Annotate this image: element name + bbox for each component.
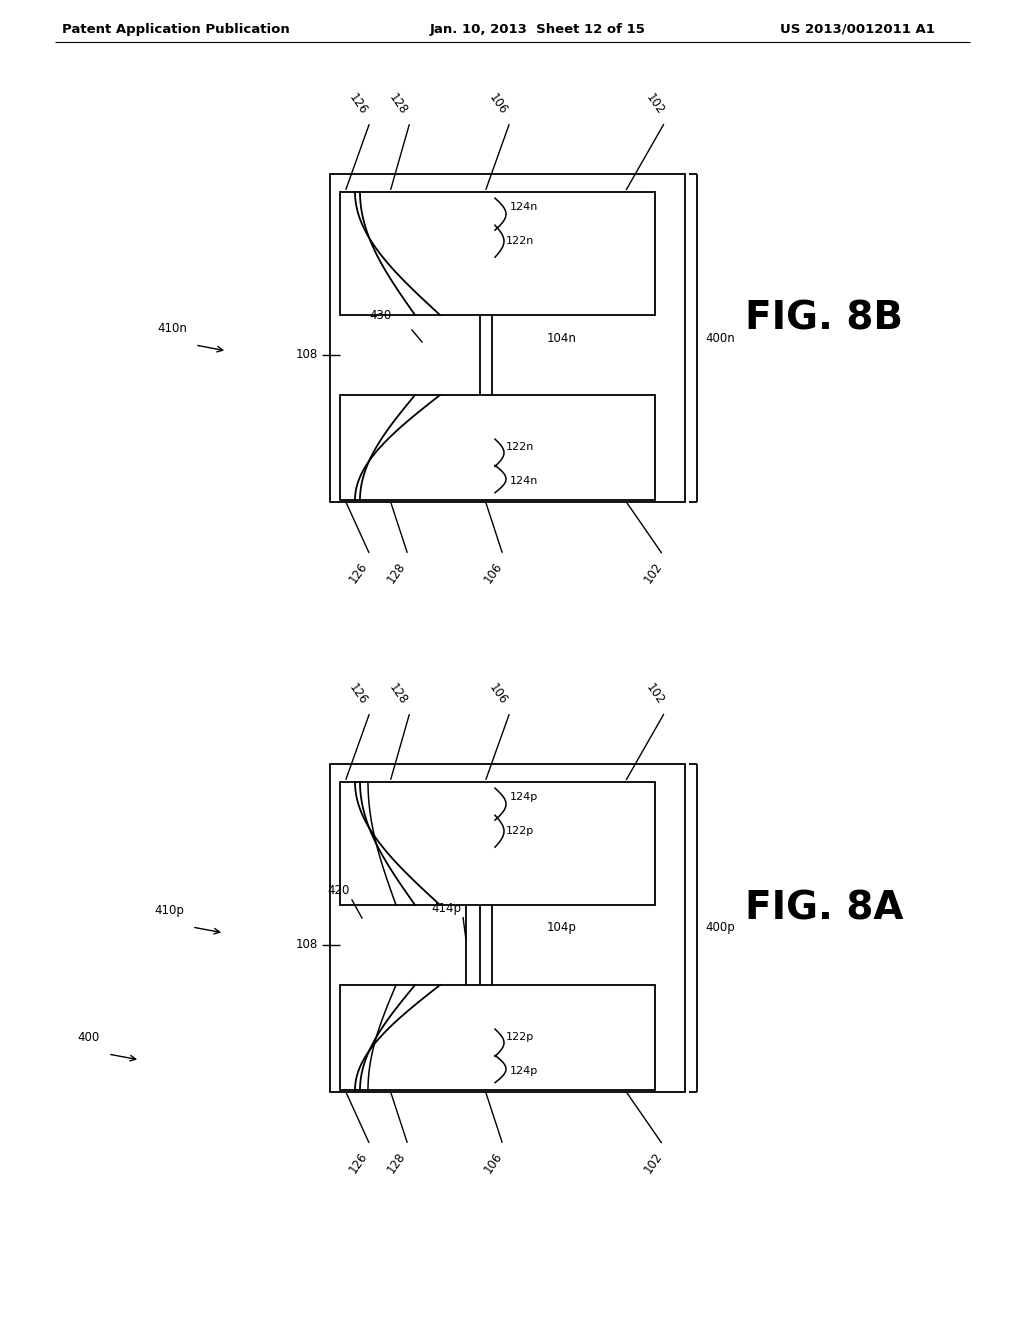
Text: US 2013/0012011 A1: US 2013/0012011 A1 — [780, 22, 935, 36]
Text: 126: 126 — [346, 560, 370, 586]
Text: 104n: 104n — [547, 331, 577, 345]
Text: 128: 128 — [384, 560, 408, 586]
Text: 122p: 122p — [506, 1032, 535, 1043]
Text: 106: 106 — [481, 1150, 505, 1176]
Text: 106: 106 — [486, 91, 510, 117]
Text: 124n: 124n — [510, 477, 539, 486]
Text: 106: 106 — [486, 681, 510, 708]
Text: 122p: 122p — [506, 826, 535, 836]
Text: 124n: 124n — [510, 202, 539, 211]
Text: 122n: 122n — [506, 442, 535, 453]
Text: 128: 128 — [384, 1150, 408, 1176]
Text: 430: 430 — [370, 309, 392, 322]
Bar — [340, 985, 655, 1090]
Text: 108: 108 — [296, 348, 318, 362]
Bar — [340, 395, 655, 500]
Text: 420: 420 — [328, 884, 350, 898]
Text: 102: 102 — [641, 560, 665, 586]
Text: 410n: 410n — [157, 322, 187, 335]
Text: 124p: 124p — [510, 792, 539, 801]
Text: FIG. 8B: FIG. 8B — [745, 300, 903, 337]
Text: 102: 102 — [641, 1150, 665, 1176]
Text: 108: 108 — [296, 939, 318, 952]
Bar — [340, 191, 655, 315]
Text: 126: 126 — [346, 91, 370, 117]
Text: FIG. 8A: FIG. 8A — [745, 888, 903, 927]
Text: 124p: 124p — [510, 1067, 539, 1076]
Text: 122n: 122n — [506, 236, 535, 247]
Bar — [330, 764, 685, 1092]
Text: 126: 126 — [346, 1150, 370, 1176]
Text: 400n: 400n — [705, 331, 735, 345]
Text: 400: 400 — [78, 1031, 100, 1044]
Text: 410p: 410p — [155, 904, 184, 917]
Text: 102: 102 — [643, 91, 667, 117]
Bar — [340, 781, 655, 906]
Text: 128: 128 — [386, 681, 410, 708]
Text: 126: 126 — [346, 681, 370, 708]
Text: 128: 128 — [386, 91, 410, 117]
Text: 414p: 414p — [431, 902, 461, 915]
Text: 102: 102 — [643, 681, 667, 708]
Bar — [330, 174, 685, 502]
Text: 400p: 400p — [705, 921, 735, 935]
Text: Patent Application Publication: Patent Application Publication — [62, 22, 290, 36]
Text: Jan. 10, 2013  Sheet 12 of 15: Jan. 10, 2013 Sheet 12 of 15 — [430, 22, 646, 36]
Text: 106: 106 — [481, 560, 505, 586]
Text: 104p: 104p — [547, 921, 577, 935]
